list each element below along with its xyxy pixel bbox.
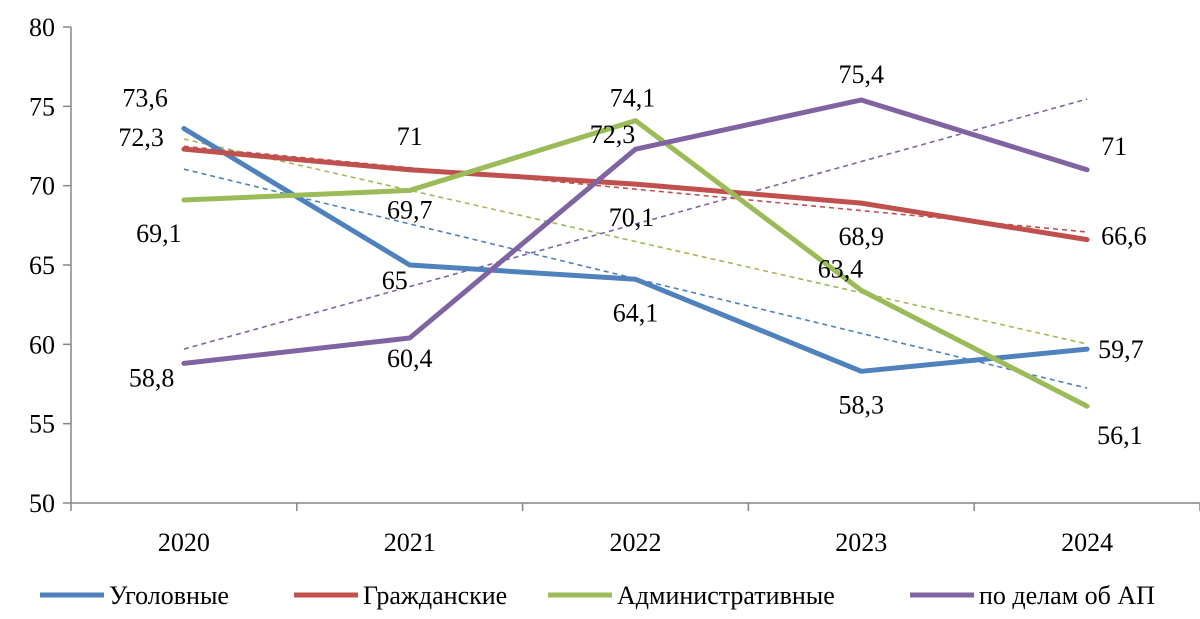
y-tick-label: 55 [29, 410, 55, 439]
data-label: 73,6 [122, 84, 168, 113]
axes: 50 55 60 65 70 75 80 2020 2021 2022 2023 2024 [29, 13, 1200, 557]
data-label: 68,9 [839, 222, 885, 251]
data-label: 66,6 [1101, 222, 1147, 251]
y-tick-label: 75 [29, 92, 55, 121]
series-lines [181, 97, 1090, 409]
legend-label: Уголовные [109, 581, 229, 610]
data-label: 65 [382, 266, 408, 295]
data-label: 70,1 [609, 203, 655, 232]
y-tick-label: 65 [29, 251, 55, 280]
trendline [183, 98, 1088, 350]
data-label: 59,7 [1098, 335, 1144, 364]
legend: Уголовные Гражданские Административные по д… [40, 581, 1155, 610]
data-label: 71 [397, 122, 423, 151]
data-label: 58,3 [839, 390, 885, 419]
y-tick-label: 60 [29, 330, 55, 359]
data-label: 71 [1101, 132, 1127, 161]
data-label: 72,3 [590, 120, 636, 149]
data-label: 58,8 [129, 363, 175, 392]
trendline [183, 168, 1088, 389]
data-label: 60,4 [387, 344, 433, 373]
legend-label: Гражданские [363, 581, 507, 610]
data-label: 63,4 [818, 254, 864, 283]
series-line [181, 97, 1090, 366]
data-labels: 73,6 65 64,1 58,3 59,7 72,3 71 70,1 68,9 66,6 69,1… [118, 60, 1146, 450]
data-label: 64,1 [613, 298, 659, 327]
trendline [183, 138, 1088, 345]
legend-label: по делам об АП [979, 581, 1155, 610]
y-tick-label: 80 [29, 13, 55, 42]
trendlines [183, 98, 1088, 389]
x-tick-label: 2020 [158, 528, 210, 557]
series-line [181, 126, 1090, 374]
x-tick-label: 2023 [835, 528, 887, 557]
series-line [181, 118, 1090, 409]
series-line [181, 146, 1090, 243]
data-label: 72,3 [118, 123, 164, 152]
x-tick-label: 2022 [610, 528, 662, 557]
data-label: 74,1 [610, 84, 656, 113]
x-tick-label: 2021 [384, 528, 436, 557]
data-label: 56,1 [1097, 421, 1143, 450]
y-tick-label: 70 [29, 172, 55, 201]
data-label: 75,4 [839, 60, 885, 89]
data-label: 69,1 [136, 219, 182, 248]
data-label: 69,7 [387, 195, 433, 224]
x-tick-label: 2024 [1061, 528, 1113, 557]
legend-label: Административные [617, 581, 835, 610]
y-tick-label: 50 [29, 489, 55, 518]
